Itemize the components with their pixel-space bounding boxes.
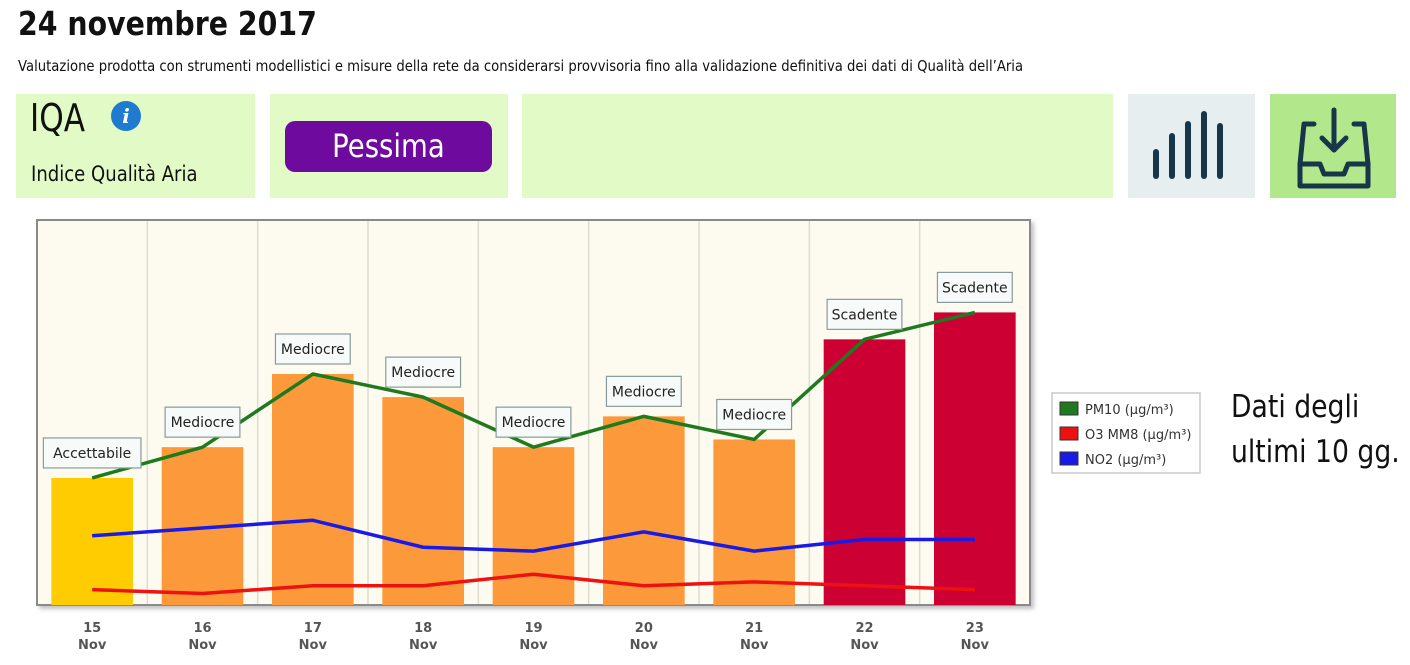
x-tick-day: 20 [635, 621, 653, 636]
legend-item-1[interactable]: O3 MM8 (µg/m³) [1059, 426, 1191, 443]
x-tick-month: Nov [188, 638, 217, 653]
x-tick-day: 21 [745, 621, 763, 636]
info-icon[interactable]: i [111, 101, 141, 131]
x-tick-day: 15 [83, 621, 101, 636]
legend-label: O3 MM8 (µg/m³) [1085, 428, 1191, 443]
air-quality-chart: Accettabile Mediocre Mediocre Mediocre Medio… [36, 219, 1201, 653]
data-label-text: Mediocre [171, 415, 235, 431]
data-label-15: Accettabile [42, 437, 142, 469]
x-tick-day: 23 [966, 621, 984, 636]
legend-label: NO2 (µg/m³) [1085, 453, 1166, 468]
bar-22[interactable] [823, 339, 906, 605]
x-tick-month: Nov [740, 638, 769, 653]
x-tick-month: Nov [630, 638, 659, 653]
data-label-text: Accettabile [53, 446, 131, 462]
data-label-text: Scadente [832, 307, 898, 323]
bar-17[interactable] [272, 374, 354, 605]
data-label-21: Mediocre [716, 398, 793, 431]
data-label-22: Scadente [826, 298, 903, 330]
legend-item-0[interactable]: PM10 (µg/m³) [1059, 401, 1174, 418]
iqa-panel: IQA i Indice Qualità Aria [16, 94, 255, 198]
data-label-23: Scadente [936, 271, 1013, 304]
legend-label: PM10 (µg/m³) [1085, 403, 1174, 418]
data-label-19: Mediocre [495, 406, 572, 438]
x-tick-day: 16 [193, 621, 211, 636]
x-tick-month: Nov [299, 638, 328, 653]
data-label-text: Mediocre [612, 384, 676, 400]
x-tick-day: 17 [304, 621, 322, 636]
x-tick-month: Nov [850, 638, 879, 653]
bar-20[interactable] [603, 416, 685, 605]
data-label-20: Mediocre [605, 375, 682, 407]
bar-15[interactable] [51, 477, 133, 605]
x-tick-month: Nov [519, 638, 548, 653]
data-label-text: Mediocre [722, 407, 786, 423]
x-tick-month: Nov [78, 638, 107, 653]
period-note-line1: Dati degli [1231, 389, 1360, 425]
info-panel [522, 94, 1113, 198]
download-button[interactable] [1270, 94, 1396, 198]
bar-18[interactable] [382, 397, 464, 605]
period-note-line2: ultimi 10 gg. [1231, 434, 1400, 470]
iqa-level-panel: Pessima [270, 94, 508, 198]
bar-23[interactable] [934, 312, 1016, 605]
iqa-level-badge: Pessima [285, 121, 492, 172]
series-line-1[interactable] [92, 572, 975, 596]
iqa-sublabel: Indice Qualità Aria [31, 162, 198, 186]
data-label-text: Mediocre [502, 415, 566, 431]
legend: PM10 (µg/m³) O3 MM8 (µg/m³) NO2 (µg/m³) [1051, 392, 1201, 474]
data-label-text: Scadente [942, 280, 1008, 296]
page-title: 24 novembre 2017 [18, 4, 317, 43]
x-tick-day: 22 [855, 621, 873, 636]
data-label-16: Mediocre [164, 406, 241, 438]
iqa-label: IQA [30, 96, 86, 140]
bar-19[interactable] [492, 447, 575, 605]
data-label-text: Mediocre [391, 365, 455, 381]
data-label-17: Mediocre [274, 333, 351, 365]
x-tick-day: 18 [414, 621, 432, 636]
legend-item-2[interactable]: NO2 (µg/m³) [1059, 451, 1166, 468]
series-line-2[interactable] [92, 518, 975, 553]
period-note: Dati degli ultimi 10 gg. [1231, 385, 1400, 475]
bar-21[interactable] [713, 439, 795, 605]
bar-chart-icon [1153, 111, 1223, 179]
data-label-18: Mediocre [385, 356, 462, 388]
iqa-level-text: Pessima [332, 127, 445, 165]
x-tick-month: Nov [409, 638, 438, 653]
chart-view-button[interactable] [1128, 94, 1255, 198]
x-tick-day: 19 [524, 621, 542, 636]
data-label-text: Mediocre [281, 342, 345, 358]
download-tray-icon [1297, 107, 1371, 189]
page-subtitle: Valutazione prodotta con strumenti model… [18, 57, 1024, 75]
x-tick-month: Nov [961, 638, 990, 653]
